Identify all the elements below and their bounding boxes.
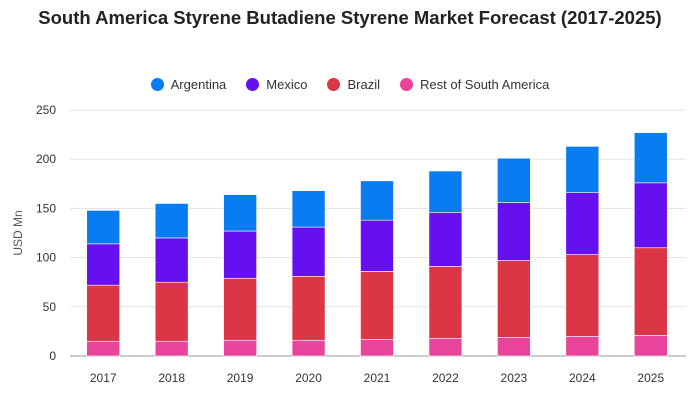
y-tick-label: 0 <box>49 349 56 363</box>
bar-segment <box>497 337 531 357</box>
y-tick-label: 250 <box>36 103 56 117</box>
x-tick-label: 2017 <box>90 371 117 385</box>
legend-swatch <box>246 77 260 91</box>
bar-segment <box>360 271 394 340</box>
legend-item: Argentina <box>150 76 227 92</box>
bar-segment <box>223 339 257 357</box>
bar-segment <box>154 237 189 283</box>
bar-segment <box>86 340 121 357</box>
legend-label: Brazil <box>347 76 380 92</box>
bar-segment <box>360 338 394 357</box>
bar-segment <box>633 182 668 249</box>
bar-segment <box>86 284 121 342</box>
bar-segment <box>565 146 600 193</box>
legend-label: Argentina <box>170 76 227 92</box>
bar-segment <box>291 190 326 228</box>
bar-segment <box>86 210 121 245</box>
legend-swatch <box>150 77 164 91</box>
bar-segment <box>154 281 189 342</box>
x-tick-label: 2018 <box>158 371 185 385</box>
bar-segment <box>565 254 600 337</box>
x-tick-label: 2021 <box>364 371 391 385</box>
bar-segment <box>360 180 394 221</box>
y-tick-label: 50 <box>43 300 57 314</box>
legend-swatch <box>400 77 413 91</box>
y-tick-label: 150 <box>36 201 56 215</box>
chart-legend: Argentina Mexico Brazil Rest of South Ameri… <box>0 74 700 94</box>
bar-segment <box>497 202 531 261</box>
x-tick-label: 2020 <box>295 371 322 385</box>
bar-segment <box>565 336 600 357</box>
x-tick-label: 2023 <box>501 371 528 385</box>
y-tick-label: 100 <box>36 251 56 265</box>
bar-segment <box>223 230 257 279</box>
bar-segment <box>428 212 463 267</box>
bar-segment <box>223 194 257 232</box>
legend-item: Rest of South America <box>400 77 549 92</box>
legend-item: Mexico <box>246 77 307 92</box>
bar-segment <box>86 243 121 286</box>
x-tick-label: 2022 <box>432 371 459 385</box>
bar-segment <box>154 340 189 357</box>
bar-segment <box>291 226 326 277</box>
bar-segment <box>565 192 600 255</box>
legend-swatch <box>327 77 341 91</box>
bar-segment <box>633 132 668 184</box>
bar-segment <box>428 337 463 357</box>
legend-label: Mexico <box>266 76 308 92</box>
legend-label: Rest of South America <box>420 76 550 92</box>
bar-segment <box>291 275 326 341</box>
chart-title: South America Styrene Butadiene Styrene … <box>38 7 662 28</box>
bar-segment <box>154 203 189 239</box>
bar-segment <box>497 260 531 338</box>
bar-segment <box>223 277 257 341</box>
bar-segment <box>633 247 668 336</box>
bar-segment <box>428 170 463 213</box>
bar-segment <box>428 266 463 339</box>
y-tick-label: 200 <box>36 152 56 166</box>
bar-segment <box>633 335 668 357</box>
x-tick-label: 2024 <box>569 371 596 385</box>
bar-segment <box>291 339 326 357</box>
bar-segment <box>497 157 531 203</box>
x-tick-label: 2025 <box>637 371 664 385</box>
bar-segment <box>360 219 394 272</box>
y-axis-title: USD Mn <box>11 210 25 255</box>
legend-item: Brazil <box>327 77 380 92</box>
x-tick-label: 2019 <box>227 371 254 385</box>
